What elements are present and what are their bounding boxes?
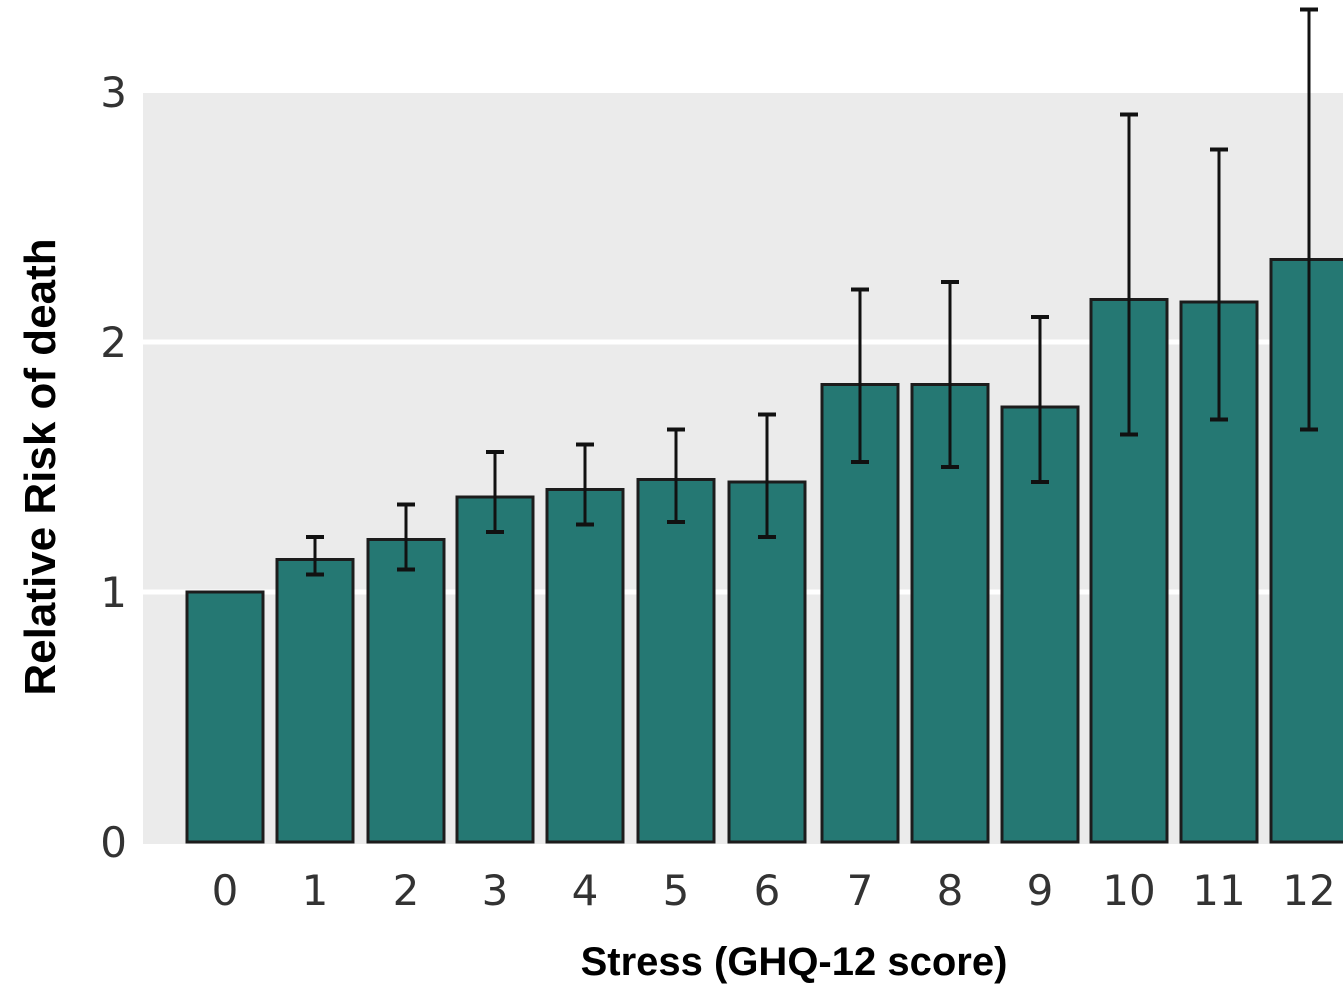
errorbar-10 [1120,112,1138,437]
x-tick-label-5: 5 [663,866,690,915]
bar-2 [366,538,446,844]
error-bars [306,7,1318,577]
errorbar-4 [576,442,594,527]
y-tick-label-2: 2 [100,318,127,367]
bar-1 [275,558,355,844]
bar-0 [185,590,265,844]
bar-12 [1269,258,1343,844]
x-tick-label-10: 10 [1102,866,1155,915]
bar-3 [455,495,535,844]
y-tick-label-3: 3 [100,68,127,117]
x-tick-label-4: 4 [572,866,599,915]
x-tick-label-7: 7 [847,866,874,915]
errorbar-6 [758,412,776,539]
errorbar-11 [1210,147,1228,422]
errorbar-5 [667,427,685,524]
x-tick-labels: 0 1 2 3 4 5 6 7 8 9 10 11 12 [212,866,1336,915]
errorbar-12 [1300,7,1318,432]
x-tick-label-0: 0 [212,866,239,915]
x-tick-label-9: 9 [1027,866,1054,915]
x-axis-label: Stress (GHQ-12 score) [581,940,1008,984]
x-tick-label-6: 6 [754,866,781,915]
errorbar-3 [486,450,504,534]
y-tick-label-0: 0 [100,818,127,867]
x-tick-label-11: 11 [1192,866,1245,915]
x-tick-label-3: 3 [482,866,509,915]
errorbar-8 [941,280,959,469]
bar-4 [545,488,625,844]
bars [185,258,1343,844]
errorbar-9 [1031,315,1049,484]
x-tick-label-12: 12 [1282,866,1335,915]
bar-5 [636,478,716,844]
y-tick-labels: 0 1 2 3 [100,68,127,867]
x-tick-label-1: 1 [302,866,329,915]
x-tick-label-8: 8 [937,866,964,915]
x-tick-label-2: 2 [393,866,420,915]
y-axis-label: Relative Risk of death [16,238,65,695]
errorbar-2 [397,502,415,572]
errorbar-7 [851,287,869,464]
errorbar-1 [306,535,324,577]
y-tick-label-1: 1 [100,568,127,617]
